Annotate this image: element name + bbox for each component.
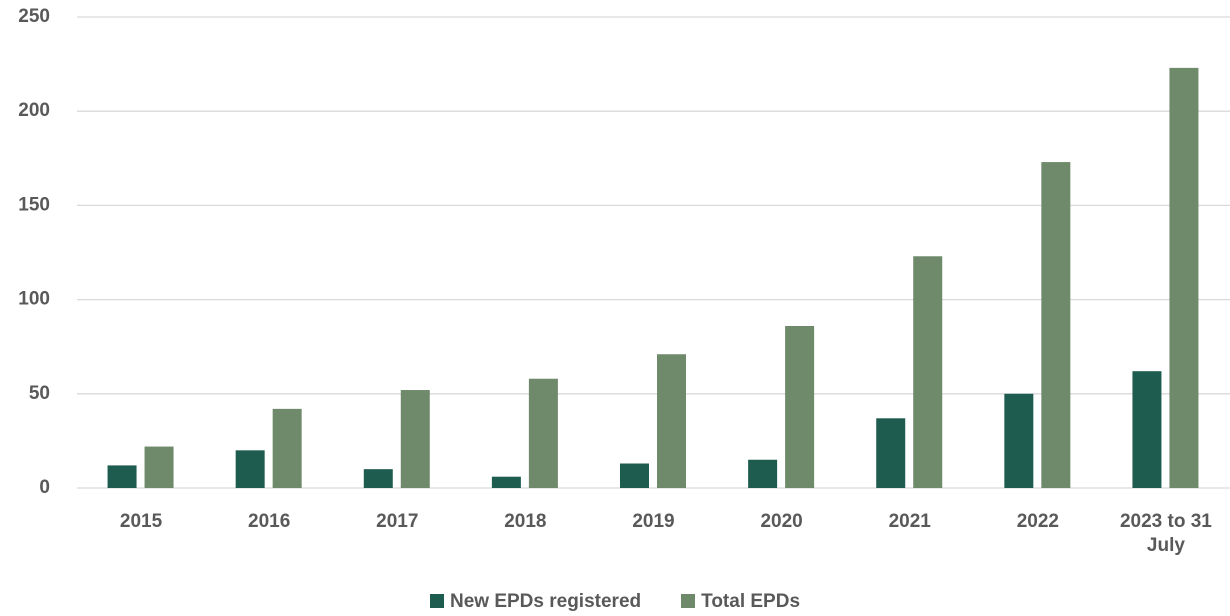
- bar: [1041, 162, 1071, 488]
- legend-label: Total EPDs: [701, 591, 801, 612]
- y-tick-label: 50: [29, 383, 50, 404]
- x-tick-label: 2023 to 31 July: [1119, 511, 1212, 556]
- legend-swatch: [681, 594, 696, 608]
- bar: [107, 465, 137, 488]
- x-tick-label: 2015: [119, 511, 163, 532]
- x-tick-label: 2016: [248, 511, 291, 532]
- bar: [913, 256, 943, 488]
- legend-item: Total EPDs: [681, 591, 800, 613]
- y-tick-label: 100: [18, 289, 50, 310]
- bar: [657, 354, 686, 488]
- bar: [785, 325, 815, 488]
- y-tick-label: 150: [18, 194, 50, 215]
- legend: New EPDs registered Total EPDs: [0, 591, 1230, 613]
- legend-item: New EPDs registered: [429, 591, 642, 613]
- x-tick-label: 2022: [1016, 511, 1059, 532]
- legend-label: New EPDs registered: [449, 591, 642, 612]
- bar: [144, 446, 174, 488]
- bar: [1132, 371, 1162, 488]
- bar: [528, 378, 558, 488]
- legend-swatch: [429, 594, 444, 608]
- x-tick-label: 2019: [632, 511, 675, 532]
- bar: [1004, 393, 1034, 488]
- bar: [748, 459, 778, 488]
- x-tick-label: 2020: [760, 511, 803, 532]
- bar: [876, 418, 906, 488]
- bar: [272, 408, 302, 488]
- x-tick-label: 2021: [888, 511, 931, 532]
- y-tick-label: 0: [39, 477, 50, 498]
- x-tick-label: 2017: [376, 511, 419, 532]
- bar: [363, 469, 393, 488]
- bar: [491, 476, 521, 488]
- bar: [1169, 67, 1199, 489]
- bar: [620, 463, 649, 488]
- bar: [400, 390, 430, 488]
- y-tick-label: 250: [18, 6, 50, 27]
- bar: [235, 450, 265, 488]
- x-tick-label: 2018: [504, 511, 547, 532]
- y-tick-label: 200: [18, 100, 50, 121]
